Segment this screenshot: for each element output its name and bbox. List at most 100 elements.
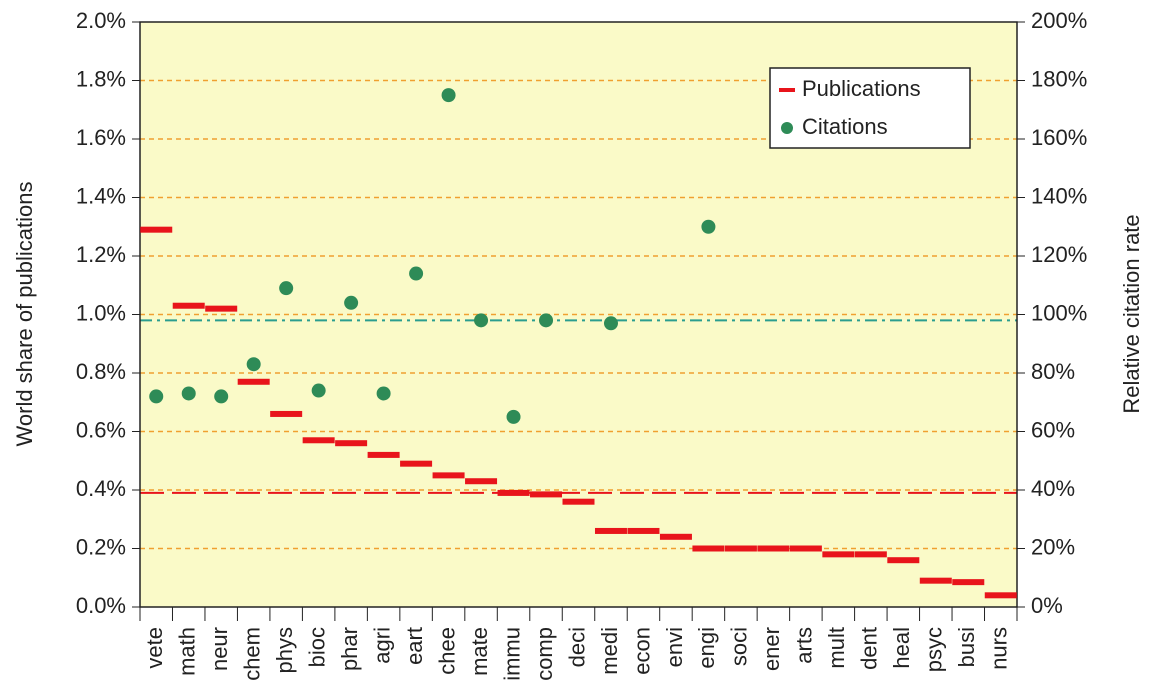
publication-mark <box>237 378 270 385</box>
y-tick-label: 2.0% <box>76 8 126 33</box>
x-tick-label: arts <box>792 627 817 664</box>
x-tick-label: neur <box>207 627 232 671</box>
y-axis-label: World share of publications <box>12 182 37 447</box>
publication-mark <box>172 302 205 309</box>
citation-mark <box>474 313 489 328</box>
x-tick-label: econ <box>629 627 654 675</box>
legend-box <box>769 67 971 149</box>
y-tick-label: 1.8% <box>76 66 126 91</box>
publication-mark <box>302 437 335 444</box>
y-tick-label: 0.4% <box>76 476 126 501</box>
publication-mark <box>757 545 790 552</box>
publication-mark <box>140 226 173 233</box>
publication-mark <box>822 551 855 558</box>
citation-mark <box>149 389 164 404</box>
x-tick-label: medi <box>597 627 622 675</box>
x-tick-label: chee <box>434 627 459 675</box>
citation-mark <box>214 389 229 404</box>
legend-label: Citations <box>802 114 888 139</box>
y-tick-label: 0.0% <box>76 593 126 618</box>
legend-label: Publications <box>802 76 921 101</box>
x-tick-label: dent <box>857 627 882 670</box>
y-tick-label: 0.6% <box>76 417 126 442</box>
x-tick-label: agri <box>369 627 394 664</box>
citation-mark <box>311 383 326 398</box>
x-tick-label: envi <box>662 627 687 667</box>
citation-mark <box>441 88 456 103</box>
x-tick-label: ener <box>759 627 784 671</box>
y2-axis-label: Relative citation rate <box>1119 214 1144 413</box>
publication-mark <box>919 577 952 584</box>
citation-mark <box>279 281 294 296</box>
x-tick-label: mate <box>467 627 492 676</box>
publication-mark <box>984 592 1017 599</box>
y2-tick-label: 160% <box>1031 125 1087 150</box>
x-tick-label: busi <box>954 627 979 667</box>
publication-mark <box>659 533 692 540</box>
y2-tick-label: 100% <box>1031 300 1087 325</box>
y-tick-label: 1.4% <box>76 183 126 208</box>
citation-mark <box>506 409 521 424</box>
y2-tick-label: 40% <box>1031 476 1075 501</box>
publication-mark <box>432 472 465 479</box>
publication-mark <box>789 545 822 552</box>
publication-mark <box>465 478 498 485</box>
x-tick-label: nurs <box>987 627 1012 670</box>
x-tick-label: comp <box>532 627 557 681</box>
publication-mark <box>692 545 725 552</box>
x-tick-label: vete <box>142 627 167 669</box>
y2-tick-label: 60% <box>1031 417 1075 442</box>
publication-mark <box>627 527 660 534</box>
y2-tick-label: 0% <box>1031 593 1063 618</box>
publication-mark <box>270 410 303 417</box>
legend-marker <box>779 88 795 92</box>
legend-marker <box>781 122 793 134</box>
y-tick-label: 1.6% <box>76 125 126 150</box>
publication-mark <box>367 451 400 458</box>
x-tick-label: immu <box>499 627 524 681</box>
publication-mark <box>854 551 887 558</box>
y2-tick-label: 140% <box>1031 183 1087 208</box>
publication-mark <box>887 557 920 564</box>
y-tick-label: 1.0% <box>76 300 126 325</box>
publication-mark <box>594 527 627 534</box>
x-tick-label: chem <box>239 627 264 681</box>
publication-mark <box>205 305 238 312</box>
plot-frame <box>139 21 1018 608</box>
y2-tick-label: 20% <box>1031 534 1075 559</box>
citation-mark <box>246 357 261 372</box>
publication-mark <box>497 489 530 496</box>
x-tick-label: math <box>175 627 200 676</box>
y-tick-label: 0.8% <box>76 359 126 384</box>
citation-mark <box>409 266 424 281</box>
y-tick-label: 0.2% <box>76 534 126 559</box>
x-tick-label: heal <box>889 627 914 669</box>
y-tick-label: 1.2% <box>76 242 126 267</box>
x-tick-label: phar <box>337 627 362 671</box>
y2-tick-label: 200% <box>1031 8 1087 33</box>
publication-mark <box>952 579 985 586</box>
citation-mark <box>344 295 359 310</box>
citation-mark <box>376 386 391 401</box>
x-tick-label: soci <box>727 627 752 666</box>
x-tick-label: mult <box>824 627 849 669</box>
publication-mark <box>724 545 757 552</box>
citation-mark <box>539 313 554 328</box>
x-tick-label: engi <box>694 627 719 669</box>
x-tick-label: psyc <box>922 627 947 672</box>
publication-mark <box>400 460 433 467</box>
y2-tick-label: 180% <box>1031 66 1087 91</box>
publication-mark <box>530 491 563 498</box>
publication-mark <box>335 440 368 447</box>
y2-tick-label: 120% <box>1031 242 1087 267</box>
citation-mark <box>181 386 196 401</box>
citation-mark <box>701 219 716 234</box>
x-tick-label: bioc <box>304 627 329 667</box>
x-tick-label: phys <box>272 627 297 673</box>
x-tick-label: deci <box>564 627 589 667</box>
citation-mark <box>603 316 618 331</box>
y2-tick-label: 80% <box>1031 359 1075 384</box>
publication-mark <box>562 498 595 505</box>
x-tick-label: eart <box>402 627 427 665</box>
